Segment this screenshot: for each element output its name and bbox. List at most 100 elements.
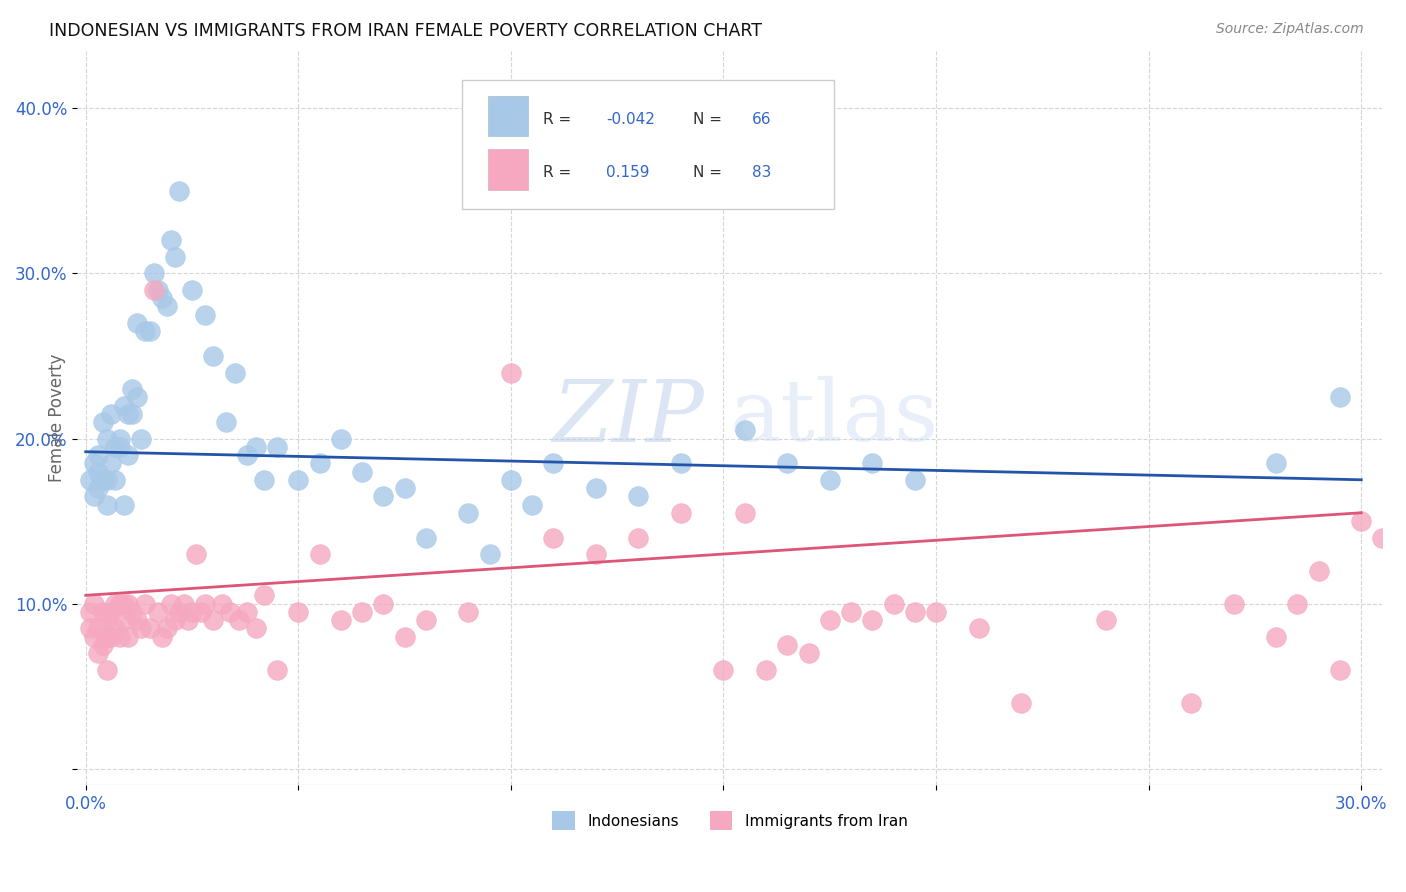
Point — [173, 597, 195, 611]
Point — [415, 531, 437, 545]
Point — [713, 663, 735, 677]
Text: R =: R = — [543, 112, 571, 127]
Point — [224, 366, 246, 380]
Text: ZIP: ZIP — [553, 376, 704, 459]
Point — [129, 621, 152, 635]
FancyBboxPatch shape — [488, 96, 527, 136]
Point — [287, 473, 309, 487]
Point — [150, 630, 173, 644]
Point — [181, 283, 204, 297]
Point — [167, 184, 190, 198]
Point — [215, 415, 238, 429]
Point — [100, 605, 122, 619]
Point — [190, 605, 212, 619]
Point — [163, 613, 186, 627]
Point — [91, 638, 114, 652]
Point — [125, 390, 148, 404]
Point — [457, 506, 479, 520]
Point — [1265, 456, 1288, 470]
Point — [186, 547, 208, 561]
Point — [211, 597, 233, 611]
Point — [1265, 630, 1288, 644]
Point — [478, 547, 501, 561]
Point — [96, 630, 118, 644]
Point — [352, 605, 374, 619]
Point — [159, 234, 181, 248]
Point — [860, 613, 883, 627]
Point — [669, 506, 692, 520]
Point — [112, 613, 135, 627]
Point — [818, 473, 841, 487]
Point — [520, 498, 543, 512]
Text: INDONESIAN VS IMMIGRANTS FROM IRAN FEMALE POVERTY CORRELATION CHART: INDONESIAN VS IMMIGRANTS FROM IRAN FEMAL… — [49, 22, 762, 40]
Point — [177, 613, 200, 627]
Point — [163, 250, 186, 264]
Point — [96, 498, 118, 512]
Point — [308, 547, 330, 561]
Point — [87, 646, 110, 660]
Text: N =: N = — [693, 165, 723, 180]
Point — [194, 308, 217, 322]
Point — [776, 638, 799, 652]
Point — [79, 473, 101, 487]
Point — [150, 291, 173, 305]
Point — [228, 613, 250, 627]
Point — [91, 473, 114, 487]
Point — [181, 605, 204, 619]
FancyBboxPatch shape — [463, 80, 834, 209]
Point — [117, 630, 139, 644]
Point — [1329, 663, 1351, 677]
Point — [155, 621, 177, 635]
Point — [839, 605, 862, 619]
Point — [100, 456, 122, 470]
Point — [245, 621, 267, 635]
Point — [96, 613, 118, 627]
Point — [83, 630, 105, 644]
Point — [121, 605, 143, 619]
Point — [904, 473, 927, 487]
Point — [79, 621, 101, 635]
Point — [125, 613, 148, 627]
Text: R =: R = — [543, 165, 571, 180]
Point — [1350, 514, 1372, 528]
Point — [146, 605, 169, 619]
Point — [87, 481, 110, 495]
Point — [860, 456, 883, 470]
Point — [415, 613, 437, 627]
Point — [108, 630, 131, 644]
Point — [219, 605, 242, 619]
Point — [83, 597, 105, 611]
Text: 66: 66 — [752, 112, 772, 127]
Point — [266, 440, 288, 454]
Point — [104, 473, 127, 487]
Point — [394, 630, 416, 644]
Point — [91, 415, 114, 429]
Point — [236, 448, 259, 462]
Point — [585, 481, 607, 495]
Point — [96, 473, 118, 487]
Point — [925, 605, 948, 619]
Point — [134, 597, 156, 611]
Point — [669, 456, 692, 470]
Text: N =: N = — [693, 112, 723, 127]
Point — [904, 605, 927, 619]
Point — [1286, 597, 1309, 611]
Point — [499, 473, 522, 487]
Point — [100, 630, 122, 644]
Point — [734, 423, 756, 437]
Point — [499, 366, 522, 380]
Point — [734, 506, 756, 520]
Point — [100, 407, 122, 421]
Point — [104, 621, 127, 635]
Point — [202, 349, 225, 363]
Point — [83, 456, 105, 470]
Point — [121, 382, 143, 396]
Point — [108, 432, 131, 446]
Point — [373, 489, 395, 503]
Text: -0.042: -0.042 — [606, 112, 655, 127]
Point — [91, 605, 114, 619]
Point — [134, 324, 156, 338]
Point — [108, 597, 131, 611]
Point — [457, 605, 479, 619]
Point — [117, 407, 139, 421]
